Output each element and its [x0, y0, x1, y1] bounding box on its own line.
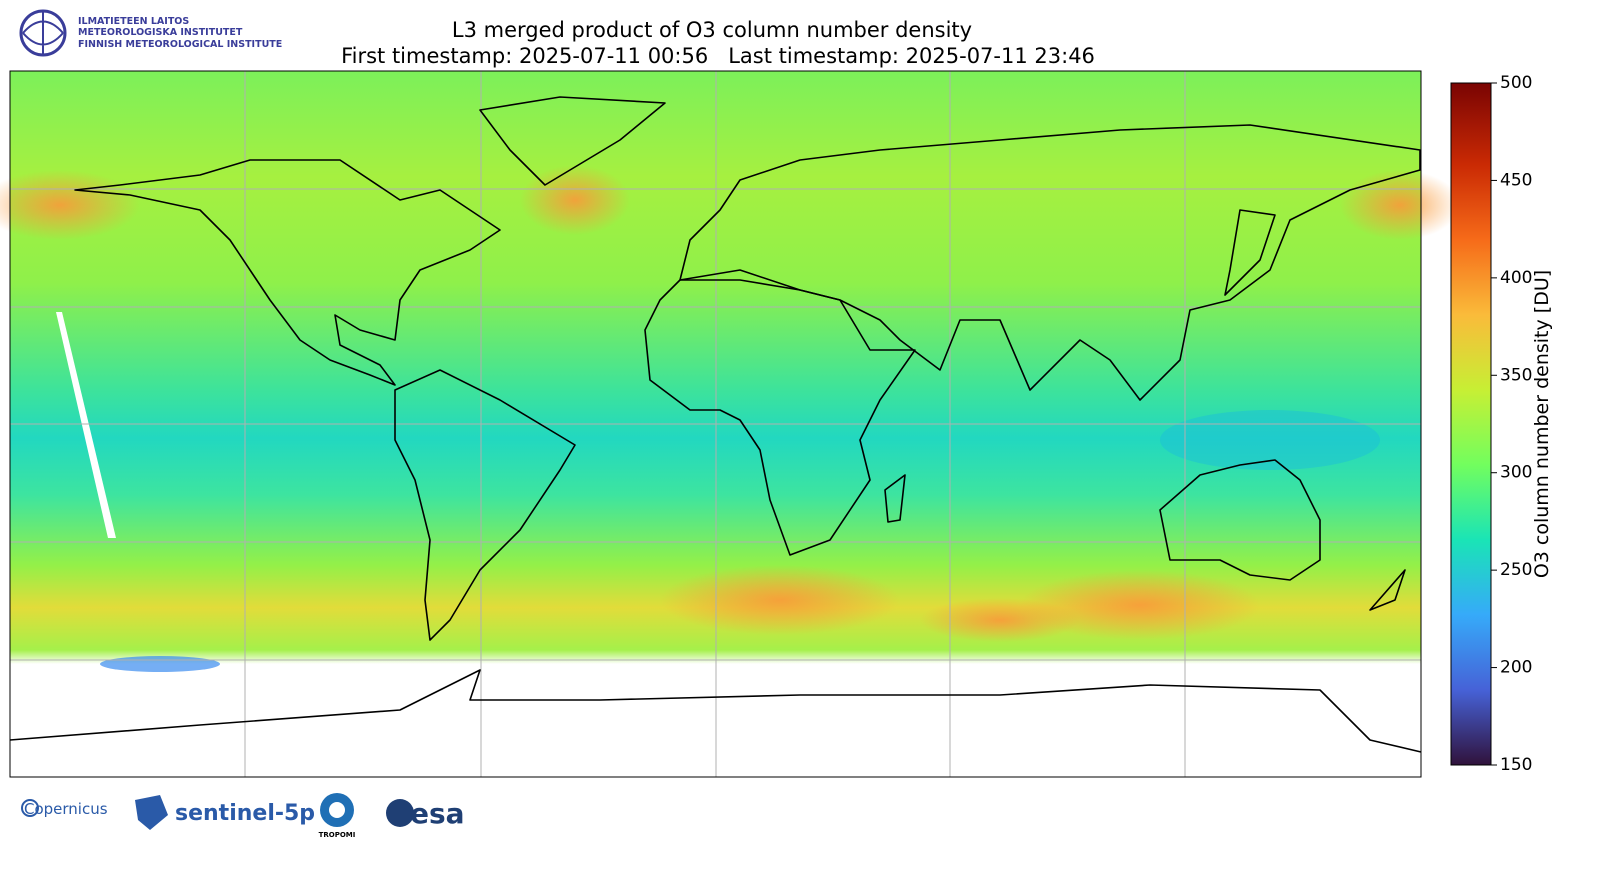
map	[0, 70, 1460, 778]
colorbar-scale	[1450, 82, 1492, 766]
map-subtitle: First timestamp: 2025-07-11 00:56 Last t…	[341, 44, 1095, 68]
logo-text: Copernicus	[24, 800, 108, 818]
colorbar-tick-label: 450	[1500, 170, 1532, 190]
partner-logos: Copernicus sentinel-5p TROPOMI esa	[21, 793, 465, 839]
grid	[10, 71, 1421, 777]
coastlines	[9, 96, 1422, 753]
colorbar-tick-label: 200	[1500, 658, 1532, 678]
colorbar-label: O3 column number density [DU]	[1531, 270, 1553, 578]
colorbar-tick-label: 150	[1500, 755, 1532, 775]
institute-name: FINNISH METEOROLOGICAL INSTITUTE	[78, 39, 282, 50]
fmi-logo: ILMATIETEEN LAITOS METEOROLOGISKA INSTIT…	[19, 9, 282, 57]
colorbar-tick-label: 250	[1500, 560, 1532, 580]
logo-text: TROPOMI	[319, 831, 356, 839]
institute-name: ILMATIETEEN LAITOS	[78, 16, 189, 27]
map-title: L3 merged product of O3 column number de…	[452, 18, 972, 42]
logo-text: sentinel-5p	[175, 801, 315, 826]
institute-name: METEOROLOGISKA INSTITUTET	[78, 27, 243, 38]
logo-text: esa	[410, 797, 465, 830]
colorbar: O3 column number density [DU] 150 200 250 3…	[1450, 73, 1553, 775]
colorbar-tick-label: 400	[1500, 268, 1532, 288]
colorbar-tick-label: 300	[1500, 463, 1532, 483]
colorbar-tick-label: 500	[1500, 73, 1532, 93]
colorbar-tick-label: 350	[1500, 365, 1532, 385]
